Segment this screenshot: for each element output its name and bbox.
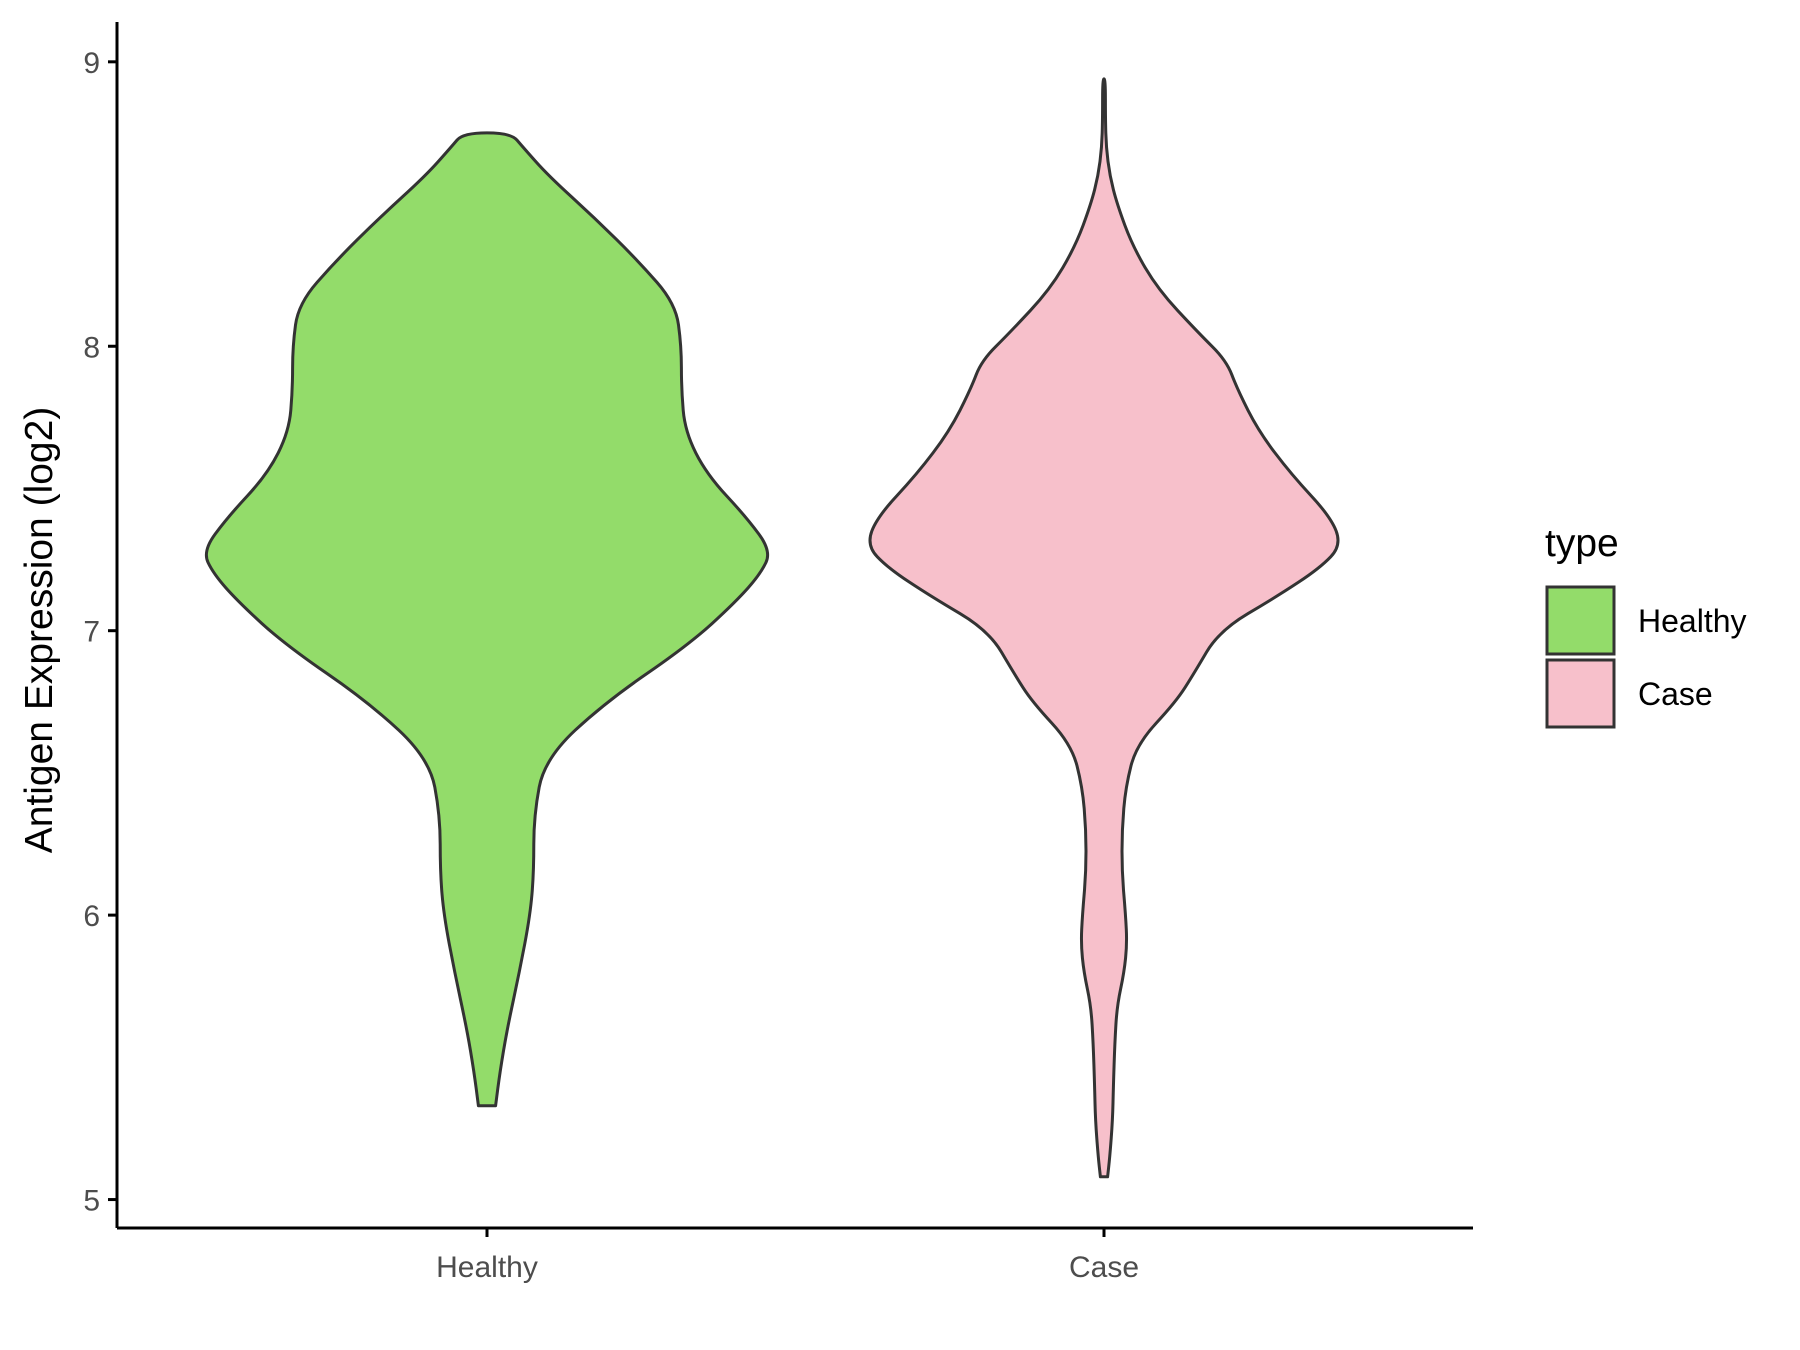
axes-layer: 5 6 7 8 9 Healthy Case <box>83 22 1473 1284</box>
violin-case <box>868 77 1340 1179</box>
y-tick-label: 8 <box>83 331 100 364</box>
y-tick-label: 6 <box>83 900 100 933</box>
y-axis-title: Antigen Expression (log2) <box>18 407 61 854</box>
violin-healthy <box>204 131 770 1108</box>
legend-swatch-case <box>1545 658 1616 729</box>
x-tick-label: Healthy <box>436 1251 538 1284</box>
legend: type Healthy Case <box>1545 522 1747 729</box>
x-tick-label: Case <box>1069 1251 1139 1284</box>
legend-swatch-healthy <box>1545 585 1616 656</box>
y-tick-label: 9 <box>83 47 100 80</box>
violin-layer <box>204 77 1340 1179</box>
legend-label-healthy: Healthy <box>1638 603 1747 639</box>
legend-label-case: Case <box>1638 676 1713 712</box>
y-tick-label: 7 <box>83 616 100 649</box>
y-tick-label: 5 <box>83 1185 100 1218</box>
legend-title: type <box>1545 522 1619 565</box>
